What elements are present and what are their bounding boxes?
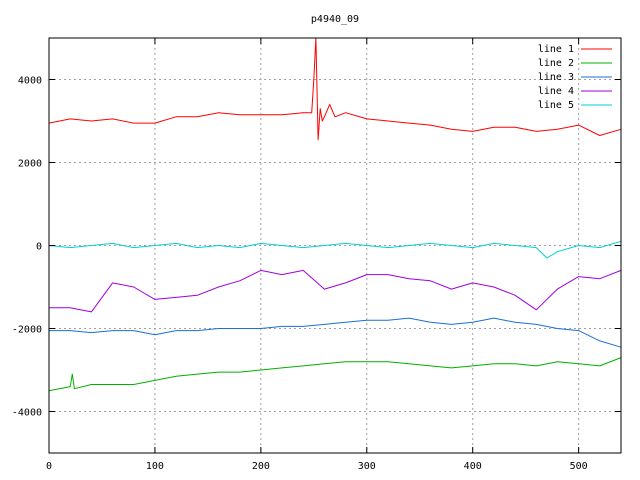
plot-lines (48, 37, 622, 392)
x-axis: 0 100 200 300 400 500 (46, 38, 588, 472)
legend-label: line 4 (538, 86, 574, 97)
y-tick-label: -2000 (12, 325, 42, 336)
series-line-2 (48, 357, 622, 392)
chart-title: p4940_09 (311, 14, 359, 25)
legend-label: line 1 (538, 44, 574, 55)
x-tick-label: 500 (570, 461, 588, 472)
y-axis: -4000 -2000 0 2000 4000 (12, 76, 621, 419)
series-line-3 (49, 317, 622, 348)
y-tick-label: -4000 (12, 408, 42, 419)
x-tick-label: 200 (252, 461, 270, 472)
x-tick-label: 400 (464, 461, 482, 472)
y-tick-label: 0 (36, 242, 42, 253)
series-line-5 (48, 240, 622, 259)
series-line-4 (49, 269, 622, 313)
series-line-1 (48, 37, 622, 141)
y-tick-label: 2000 (18, 159, 42, 170)
x-tick-label: 300 (358, 461, 376, 472)
legend-label: line 5 (538, 100, 574, 111)
y-tick-label: 4000 (18, 76, 42, 87)
legend-label: line 3 (538, 72, 574, 83)
x-tick-label: 100 (146, 461, 164, 472)
legend: line 1 line 2 line 3 line 4 line 5 (538, 44, 612, 111)
x-tick-label: 0 (46, 461, 52, 472)
legend-label: line 2 (538, 58, 574, 69)
grid (49, 38, 621, 453)
